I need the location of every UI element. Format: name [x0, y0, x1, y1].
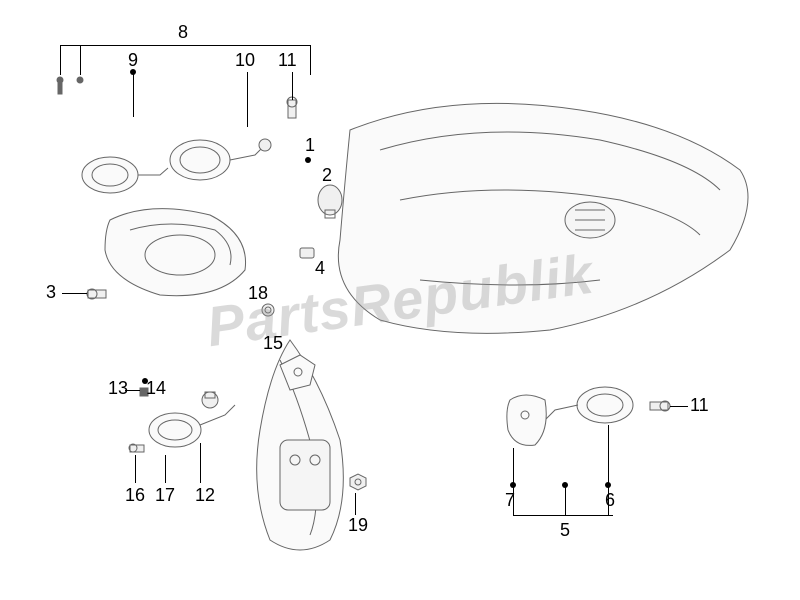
callout-14: 14 — [146, 378, 166, 399]
callout-3: 3 — [46, 282, 56, 303]
callout-18: 18 — [248, 283, 268, 304]
callout-8: 8 — [178, 22, 188, 43]
leader-line — [513, 448, 514, 515]
callout-5: 5 — [560, 520, 570, 541]
leader-line — [62, 293, 87, 294]
callout-12: 12 — [195, 485, 215, 506]
callout-6: 6 — [605, 490, 615, 511]
callout-10: 10 — [235, 50, 255, 71]
callout-11-top: 11 — [278, 50, 297, 71]
leader-line — [513, 515, 613, 516]
callout-4: 4 — [315, 258, 325, 279]
callout-2: 2 — [322, 165, 332, 186]
leader-line — [60, 45, 310, 46]
leader-line — [165, 455, 166, 483]
callout-9: 9 — [128, 50, 138, 71]
leader-line — [135, 455, 136, 483]
leader-line — [565, 485, 566, 515]
leader-line — [355, 493, 356, 515]
parts-diagram: PartsRepublik 1 2 3 4 5 6 7 8 9 10 11 11… — [0, 0, 800, 600]
leader-line — [608, 425, 609, 515]
callout-dot — [142, 378, 148, 384]
leader-line — [292, 72, 293, 100]
callout-13: 13 — [108, 378, 128, 399]
callout-17: 17 — [155, 485, 175, 506]
leader-line — [247, 72, 248, 127]
leader-line — [133, 72, 134, 117]
parts-illustration — [0, 0, 800, 600]
callout-11-right: 11 — [690, 395, 709, 416]
callout-1: 1 — [305, 135, 315, 156]
leader-line — [310, 45, 311, 75]
leader-line — [200, 443, 201, 483]
leader-line — [125, 390, 140, 391]
callout-15: 15 — [263, 333, 283, 354]
callout-dot — [305, 157, 311, 163]
callout-19: 19 — [348, 515, 368, 536]
leader-line — [60, 45, 61, 75]
leader-line — [670, 406, 688, 407]
callout-16: 16 — [125, 485, 145, 506]
leader-line — [80, 45, 81, 75]
